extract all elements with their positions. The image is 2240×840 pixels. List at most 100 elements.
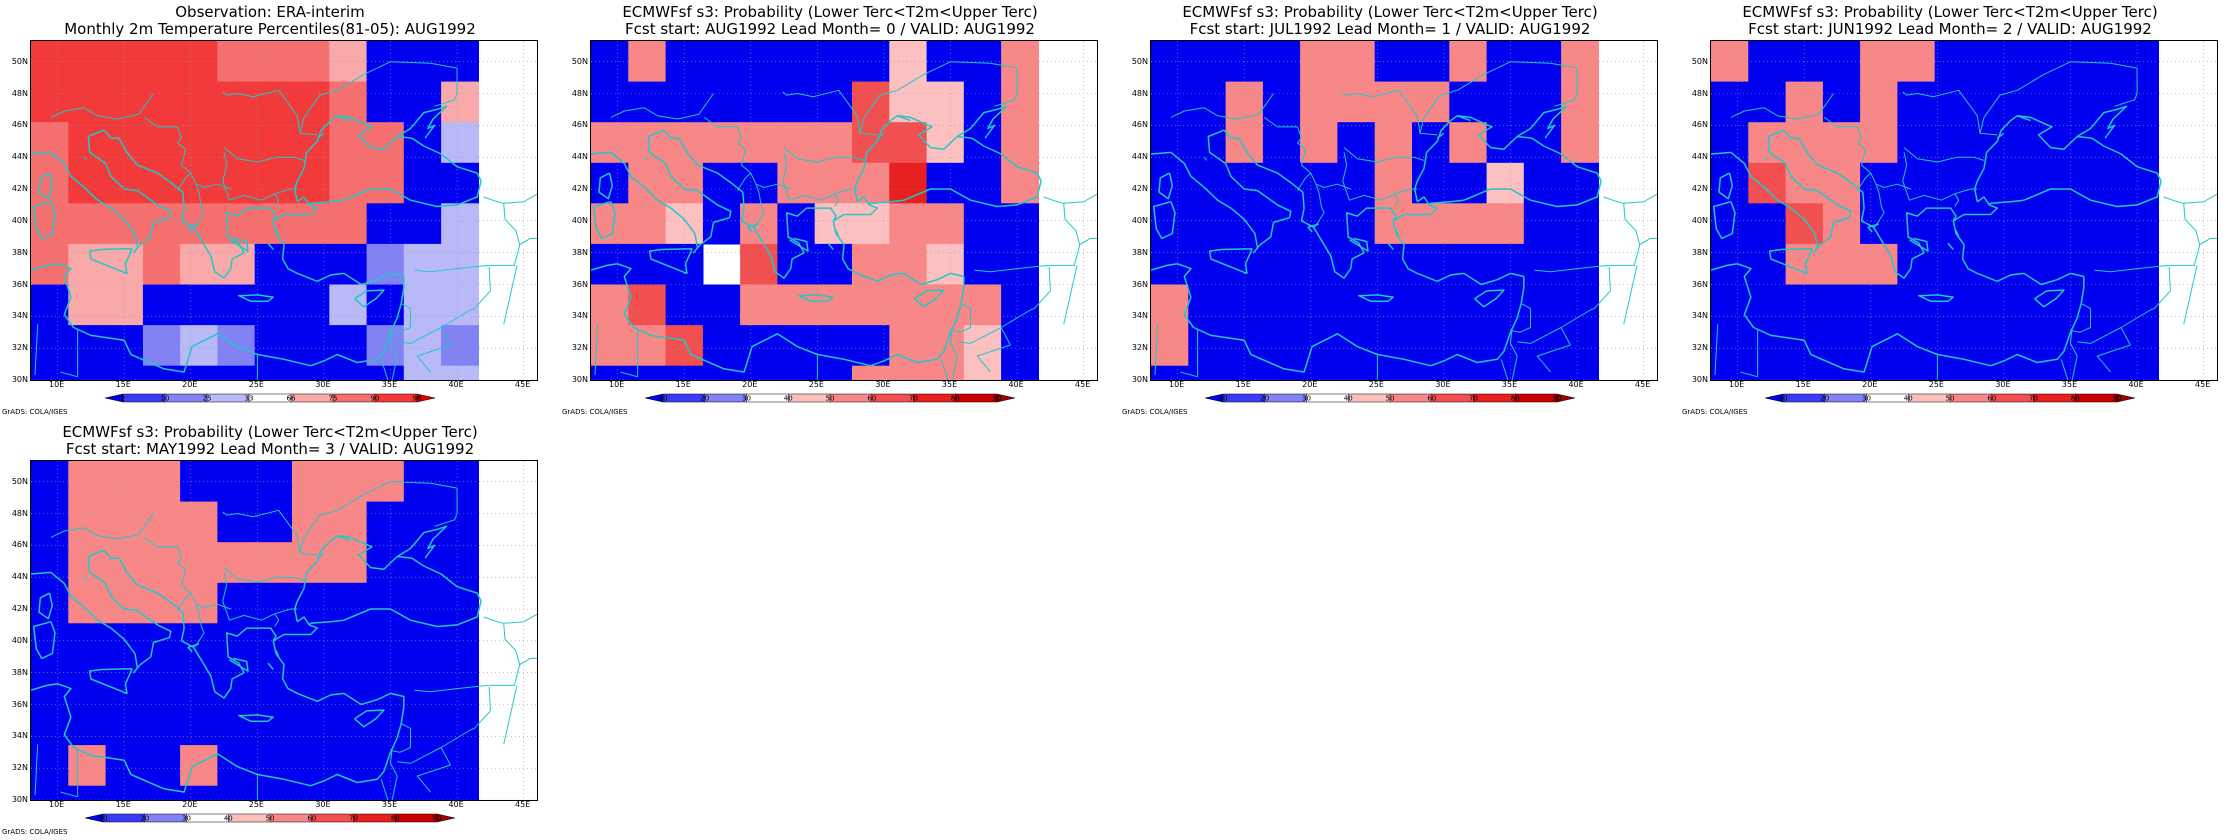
grid-cell — [441, 582, 479, 624]
country-border — [2094, 193, 2217, 273]
grid-cell — [292, 162, 330, 204]
panel-title: ECMWFsf s3: Probability (Lower Terc<T2m<… — [1742, 3, 2158, 21]
grid-cell — [814, 81, 853, 123]
grid-cell — [292, 582, 330, 624]
lat-tick-label: 40N — [1131, 215, 1148, 225]
grid-cell — [1561, 122, 1599, 164]
colorbar-label: 90 — [371, 395, 380, 403]
grid-cell — [68, 745, 107, 787]
country-border — [519, 237, 537, 246]
colorbar-swatch — [1991, 393, 2034, 403]
lon-tick-label: 15E — [675, 380, 691, 389]
colorbar-swatch — [228, 813, 271, 823]
colorbar-label: 40 — [1904, 395, 1913, 403]
lat-tick-label: 44N — [11, 152, 28, 162]
colorbar-label: 40 — [224, 815, 233, 823]
country-border — [503, 685, 518, 745]
country-border — [410, 686, 491, 764]
colorbar-swatch — [332, 393, 376, 403]
colorbar-label: 60 — [867, 395, 876, 403]
coastline — [1516, 105, 1568, 139]
grid-cell — [142, 461, 181, 503]
coastline — [1151, 220, 1525, 373]
colorbar-swatch — [353, 813, 396, 823]
coastline — [32, 620, 56, 660]
country-border — [34, 744, 39, 796]
grid-cell — [1449, 122, 1488, 164]
coastline — [1387, 242, 1394, 250]
lat-tick-label: 38N — [1691, 247, 1708, 257]
grid-cell — [254, 582, 293, 624]
country-border — [1954, 193, 1960, 207]
grid-cell — [142, 325, 181, 367]
map-panel-lead-1: ECMWFsf s3: Probability (Lower Terc<T2m<… — [1120, 0, 1660, 420]
grid-cell — [31, 81, 69, 123]
grid-cell — [1934, 162, 1973, 204]
grid-cell — [31, 284, 69, 326]
grid-cell — [852, 122, 890, 164]
colorbar-label: 80 — [1511, 395, 1520, 403]
map-canvas — [1711, 41, 2217, 380]
country-border — [2077, 341, 2091, 344]
lon-tick-label: 40E — [448, 800, 464, 809]
country-border — [2183, 265, 2198, 325]
grid-cell — [665, 203, 704, 245]
grid-cell — [1486, 81, 1525, 123]
grid-cell — [1860, 81, 1898, 123]
colorbar-label: 90 — [433, 815, 442, 823]
grid-cell — [814, 162, 853, 204]
grid-cell — [628, 162, 667, 204]
colorbar-label: 98 — [413, 395, 422, 403]
grid-cell — [2046, 284, 2085, 326]
lon-tick-label: 35E — [381, 380, 398, 389]
colorbar-swatch — [829, 393, 873, 403]
coastline — [1711, 129, 1852, 254]
coastline — [316, 132, 325, 139]
lat-tick-label: 42N — [11, 604, 28, 613]
grid-cell — [1001, 203, 1039, 245]
lon-tick-label: 15E — [1795, 380, 1811, 389]
coastline — [88, 247, 133, 275]
grid-cell — [292, 325, 330, 367]
grid-cell — [329, 623, 368, 665]
grid-cell — [329, 203, 368, 245]
lat-tick-label: 50N — [1131, 56, 1148, 66]
grid-cell — [1188, 365, 1227, 380]
map-canvas — [31, 461, 537, 800]
grid-cell — [441, 704, 479, 746]
map-canvas — [591, 41, 1097, 380]
grid-cell — [1001, 284, 1039, 326]
grid-cell — [1188, 122, 1227, 164]
grid-cell — [2121, 203, 2159, 245]
grid-cell — [1412, 41, 1450, 83]
lon-tick-label: 10E — [609, 380, 625, 389]
colorbar-arrow-high — [436, 813, 456, 823]
grid-cell — [403, 41, 442, 83]
grid-cell — [254, 243, 293, 286]
lon-tick-label: 30E — [1435, 380, 1451, 389]
colorbar-label: 2 — [121, 395, 125, 403]
colorbar-swatch — [704, 393, 747, 403]
colorbar-label: 60 — [307, 815, 316, 823]
grid-cell — [1822, 284, 1861, 326]
lat-tick-label: 44N — [11, 572, 28, 582]
country-border — [397, 761, 411, 764]
country-border — [483, 616, 504, 624]
grid-cell — [329, 501, 368, 543]
grid-cell — [1225, 122, 1264, 164]
lat-tick-label: 36N — [1131, 279, 1148, 289]
grid-cell — [1934, 41, 1973, 83]
grid-cell — [441, 365, 479, 380]
grid-cell — [441, 623, 479, 665]
colorbar-label: 50 — [1946, 395, 1955, 403]
coastline — [267, 242, 274, 250]
country-border — [1315, 183, 1351, 190]
grid-cell — [1300, 365, 1338, 380]
grid-cell — [1001, 365, 1039, 380]
grid-cell — [2046, 203, 2085, 245]
coastline — [316, 552, 325, 559]
grid-cell — [740, 243, 778, 286]
grid-cell — [68, 542, 107, 584]
grid-cell — [1523, 325, 1562, 367]
grid-cell — [1225, 203, 1264, 245]
